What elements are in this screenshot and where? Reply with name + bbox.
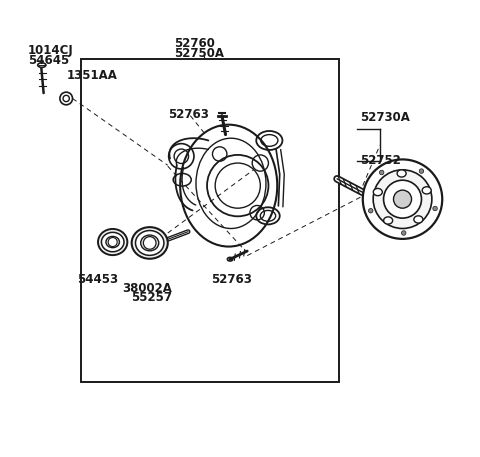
Circle shape — [144, 237, 156, 249]
Text: 52760: 52760 — [175, 37, 216, 50]
Text: 54453: 54453 — [77, 272, 119, 286]
Text: 52763: 52763 — [168, 108, 209, 121]
Ellipse shape — [135, 230, 164, 255]
Circle shape — [373, 170, 432, 228]
Ellipse shape — [414, 216, 423, 223]
Text: 1351AA: 1351AA — [66, 69, 117, 81]
Circle shape — [384, 180, 421, 218]
Circle shape — [401, 231, 406, 235]
Circle shape — [379, 170, 384, 175]
Ellipse shape — [101, 232, 124, 252]
Circle shape — [394, 190, 411, 208]
Ellipse shape — [38, 63, 46, 67]
Text: 55257: 55257 — [131, 291, 172, 303]
Circle shape — [369, 208, 373, 213]
Ellipse shape — [422, 187, 431, 194]
Ellipse shape — [228, 257, 233, 261]
Ellipse shape — [373, 188, 382, 196]
Ellipse shape — [132, 227, 168, 259]
Text: 52730A: 52730A — [360, 112, 409, 124]
Text: 52750A: 52750A — [175, 47, 225, 60]
Circle shape — [60, 92, 72, 105]
Circle shape — [108, 238, 117, 247]
Ellipse shape — [141, 235, 159, 251]
Circle shape — [363, 159, 442, 239]
Ellipse shape — [106, 236, 120, 248]
Bar — [81, 59, 339, 382]
Text: 54645: 54645 — [28, 54, 69, 67]
Text: 52752: 52752 — [360, 154, 400, 167]
Text: 52763: 52763 — [211, 272, 252, 286]
Circle shape — [433, 206, 437, 211]
Ellipse shape — [384, 217, 393, 224]
Ellipse shape — [397, 170, 406, 177]
Ellipse shape — [98, 229, 127, 255]
Text: 1014CJ: 1014CJ — [28, 44, 73, 57]
Text: 38002A: 38002A — [122, 282, 172, 295]
Circle shape — [419, 169, 424, 173]
